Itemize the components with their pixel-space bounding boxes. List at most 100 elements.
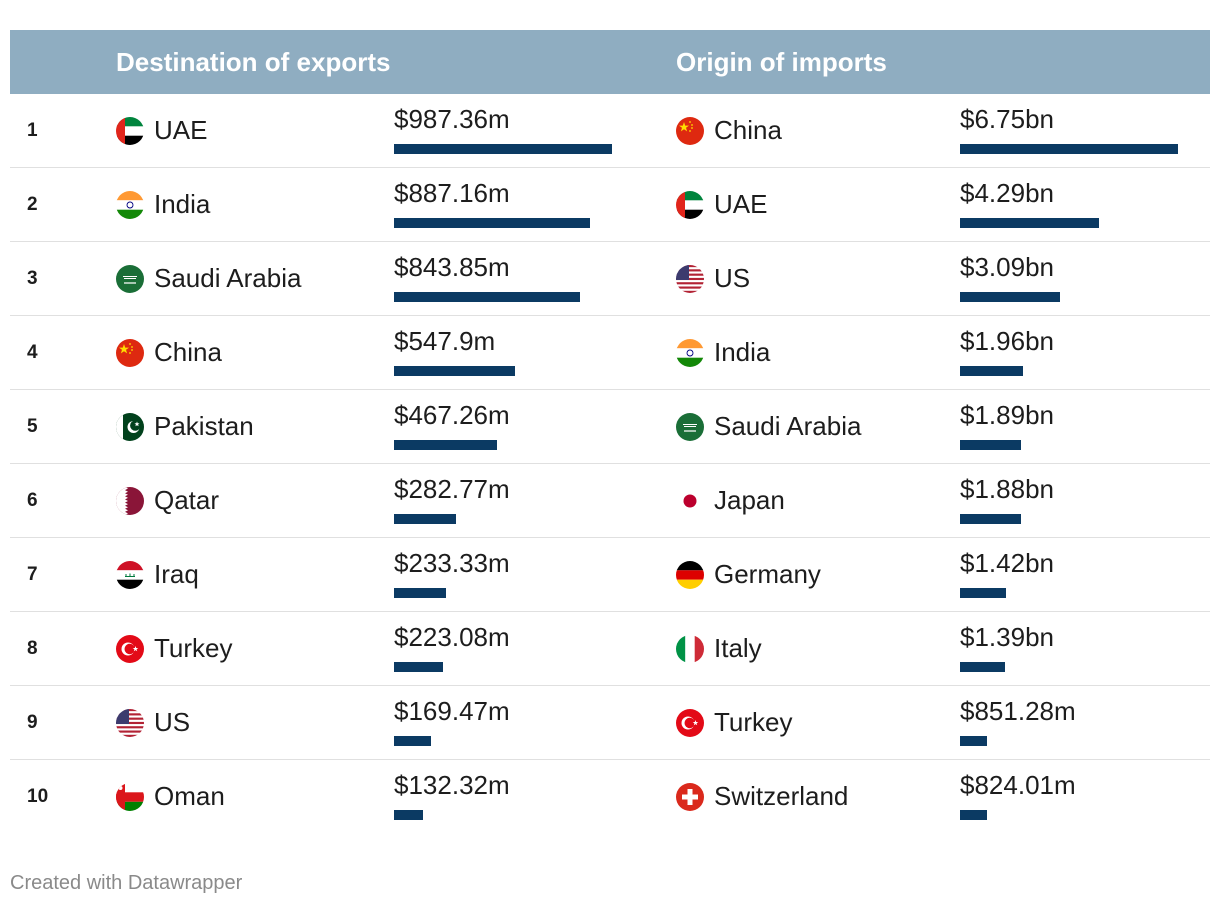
turkey-flag-icon <box>676 709 704 737</box>
export-value-label: $547.9m <box>394 326 496 356</box>
export-bar <box>394 218 590 228</box>
qatar-flag-icon <box>116 487 144 515</box>
rank-number: 8 <box>27 638 38 659</box>
china-flag-icon <box>116 339 144 367</box>
export-country: Saudi Arabia <box>154 263 302 293</box>
turkey-flag-icon <box>116 635 144 663</box>
import-value-label: $3.09bn <box>960 252 1054 282</box>
japan-flag-icon <box>676 487 704 515</box>
table-row: 5 Pakistan $467.26m Saudi Arabia $1.89bn <box>10 390 1210 464</box>
import-country: US <box>714 263 751 293</box>
import-country: Italy <box>714 633 762 663</box>
rank-number: 1 <box>27 120 38 141</box>
export-value-label: $132.32m <box>394 770 510 800</box>
import-bar <box>960 292 1060 302</box>
import-country: Saudi Arabia <box>714 411 862 441</box>
italy-flag-icon <box>676 635 704 663</box>
header-exports: Destination of exports <box>116 47 391 77</box>
rank-number: 5 <box>27 416 38 437</box>
export-value-label: $169.47m <box>394 696 510 726</box>
export-bar <box>394 292 581 302</box>
table-header: Destination of exports Origin of imports <box>10 30 1210 94</box>
table-row: 8 Turkey $223.08m Italy $1.39bn <box>10 612 1210 686</box>
iraq-flag-icon <box>116 561 144 589</box>
rank-number: 4 <box>27 342 38 363</box>
export-value-label: $887.16m <box>394 178 510 208</box>
export-country: US <box>154 707 191 737</box>
table-row: 6 Qatar $282.77m Japan $1.88bn <box>10 464 1210 538</box>
us-flag-icon <box>676 265 704 293</box>
table-row: 7 Iraq $233.33m Germany $1.42bn <box>10 538 1210 612</box>
header-imports: Origin of imports <box>676 47 887 77</box>
export-country: Iraq <box>154 559 199 589</box>
export-bar <box>394 514 457 524</box>
import-country: India <box>714 337 771 367</box>
export-bar <box>394 662 444 672</box>
import-bar <box>960 440 1022 450</box>
saudi-arabia-flag-icon <box>116 265 144 293</box>
table-row: 4 China $547.9m India $1.96bn <box>10 316 1210 390</box>
table-row: 10 Oman $132.32m Switzerland $824.01m <box>10 760 1210 833</box>
import-country: Japan <box>714 485 785 515</box>
import-bar <box>960 736 988 746</box>
export-bar <box>394 144 612 154</box>
germany-flag-icon <box>676 561 704 589</box>
import-value-label: $1.88bn <box>960 474 1054 504</box>
export-country: Pakistan <box>154 411 254 441</box>
rank-number: 6 <box>27 490 38 511</box>
india-flag-icon <box>116 191 144 219</box>
import-country: China <box>714 115 782 145</box>
china-flag-icon <box>676 117 704 145</box>
import-country: Germany <box>714 559 821 589</box>
import-bar <box>960 810 987 820</box>
export-bar <box>394 736 432 746</box>
import-bar <box>960 588 1006 598</box>
export-country: Oman <box>154 781 225 811</box>
rank-number: 9 <box>27 712 38 733</box>
table-row: 2 India $887.16m UAE $4.29bn <box>10 168 1210 242</box>
import-value-label: $824.01m <box>960 770 1076 800</box>
export-value-label: $987.36m <box>394 104 510 134</box>
export-bar <box>394 810 424 820</box>
import-value-label: $1.89bn <box>960 400 1054 430</box>
import-bar <box>960 366 1024 376</box>
export-country: India <box>154 189 211 219</box>
export-country: UAE <box>154 115 208 145</box>
import-country: Switzerland <box>714 781 849 811</box>
rank-number: 2 <box>27 194 38 215</box>
ranking-table: Destination of exports Origin of imports… <box>10 30 1210 833</box>
table-row: 1 UAE $987.36m China $6.75bn <box>10 94 1210 168</box>
export-country: China <box>154 337 222 367</box>
import-country: UAE <box>714 189 768 219</box>
export-country: Turkey <box>154 633 233 663</box>
table-body: 1 UAE $987.36m China $6.75bn 2 India $887.16m UA… <box>10 94 1210 833</box>
saudi-arabia-flag-icon <box>676 413 704 441</box>
export-value-label: $282.77m <box>394 474 510 504</box>
table-row: 9 US $169.47m Turkey $851.28m <box>10 686 1210 760</box>
export-bar <box>394 440 498 450</box>
export-value-label: $233.33m <box>394 548 510 578</box>
import-bar <box>960 218 1099 228</box>
export-value-label: $467.26m <box>394 400 510 430</box>
import-value-label: $1.39bn <box>960 622 1054 652</box>
import-value-label: $4.29bn <box>960 178 1054 208</box>
import-value-label: $1.42bn <box>960 548 1054 578</box>
export-country: Qatar <box>154 485 220 515</box>
export-bar <box>394 366 515 376</box>
import-bar <box>960 662 1005 672</box>
rank-number: 10 <box>27 786 49 807</box>
rank-number: 3 <box>27 268 38 289</box>
export-value-label: $223.08m <box>394 622 510 652</box>
import-value-label: $6.75bn <box>960 104 1054 134</box>
import-value-label: $1.96bn <box>960 326 1054 356</box>
table-row: 3 Saudi Arabia $843.85m US $3.09bn <box>10 242 1210 316</box>
import-value-label: $851.28m <box>960 696 1076 726</box>
switzerland-flag-icon <box>676 783 704 811</box>
export-bar <box>394 588 446 598</box>
oman-flag-icon <box>116 783 144 811</box>
uae-flag-icon <box>116 117 144 145</box>
rank-number: 7 <box>27 564 38 585</box>
import-country: Turkey <box>714 707 793 737</box>
import-bar <box>960 144 1178 154</box>
india-flag-icon <box>676 339 704 367</box>
